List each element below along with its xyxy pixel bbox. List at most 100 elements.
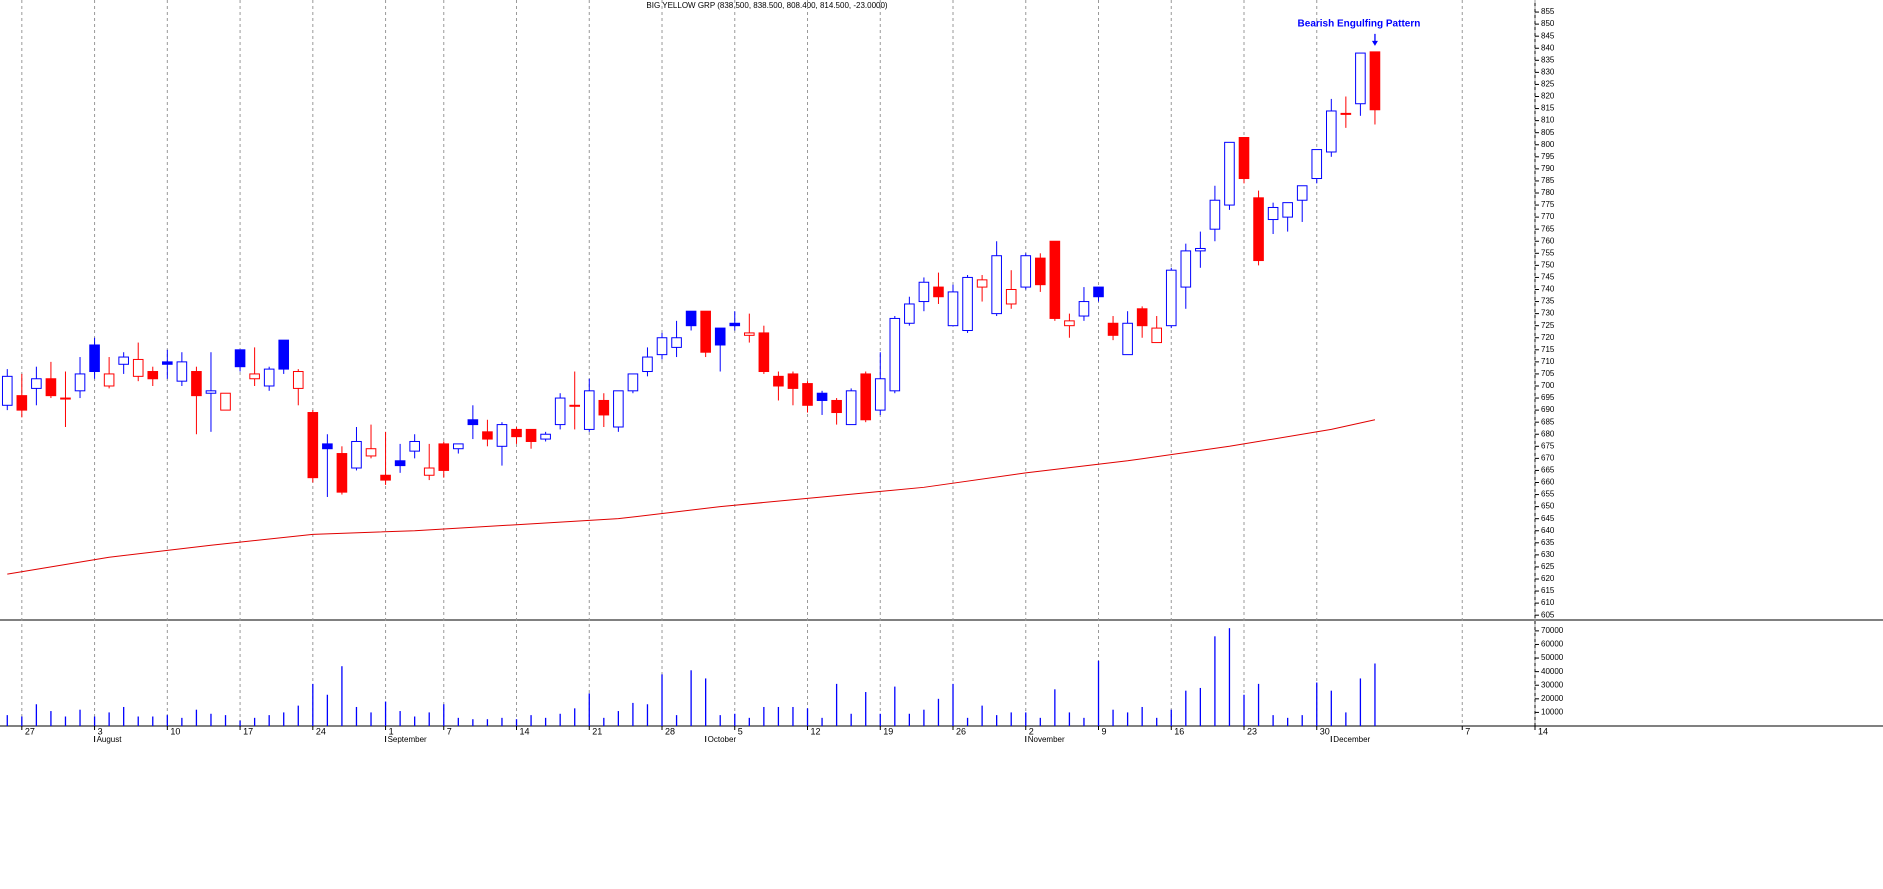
x-tick-label: 27 [25,726,35,736]
candle-body [1238,137,1250,180]
x-tick-label: 5 [738,726,743,736]
x-tick-label: 14 [1538,726,1548,736]
candle-body [904,303,915,324]
candle-body [467,419,479,426]
candle-body [307,412,319,479]
candle-body [234,349,246,368]
volume-tick-label: 70000 [1541,626,1564,635]
volume-tick-label: 20000 [1541,694,1564,703]
candle-body [1224,141,1235,206]
candle-body [118,356,129,365]
month-label: October [708,735,737,744]
x-tick-label: 7 [1465,726,1470,736]
candle-body [249,373,260,380]
y-tick-label: 645 [1541,514,1555,523]
candle-body [453,443,464,450]
y-tick-label: 605 [1541,610,1555,619]
annotation-arrowhead [1371,40,1378,46]
candle-body [220,392,231,411]
candle-body [845,390,857,426]
candle-body [336,453,348,493]
y-tick-label: 850 [1541,19,1555,28]
y-tick-label: 680 [1541,429,1555,438]
y-tick-label: 795 [1541,152,1555,161]
x-tick-label: 23 [1247,726,1257,736]
x-tick-label: 3 [98,726,103,736]
candle-body [962,276,973,332]
candle-body [511,428,522,438]
candle-body [322,443,333,450]
candle-body [540,433,551,440]
y-tick-label: 610 [1541,598,1555,607]
candle-body [656,337,668,356]
candle-body [1107,322,1119,336]
y-tick-label: 665 [1541,466,1555,475]
candle-body [1355,52,1366,105]
candle-body [1064,320,1075,327]
x-tick-label: 16 [1174,726,1184,736]
y-tick-label: 655 [1541,490,1555,499]
candle-body [1020,255,1032,288]
candle-body [976,279,988,288]
candle-body [671,337,682,348]
candle-body [278,339,290,370]
candle-body [583,390,595,430]
candle-body [1,375,13,406]
y-tick-label: 690 [1541,405,1555,414]
y-tick-label: 640 [1541,526,1555,535]
x-tick-label: 24 [316,726,326,736]
candle-body [1165,269,1177,327]
candle-body [438,443,450,471]
y-tick-label: 675 [1541,441,1555,450]
candle-body [744,332,755,336]
candle-body [714,327,726,346]
candle-body [1049,240,1061,319]
candle-body [380,474,391,481]
candle-body [816,392,828,401]
y-tick-label: 820 [1541,92,1555,101]
candle-body [409,440,420,452]
candle-body [1093,286,1104,298]
candle-body [1035,257,1046,286]
candle-body [60,397,71,400]
y-tick-label: 840 [1541,43,1555,52]
y-tick-label: 750 [1541,260,1555,269]
candle-body [205,390,217,394]
candle-body [525,428,537,442]
candle-body [991,255,1002,315]
candle-body [365,448,377,457]
y-tick-label: 810 [1541,116,1555,125]
y-tick-label: 745 [1541,273,1555,282]
month-label: August [97,735,123,744]
candle-body [351,440,362,469]
y-tick-label: 835 [1541,55,1555,64]
y-tick-label: 825 [1541,80,1555,89]
volume-tick-label: 60000 [1541,640,1564,649]
x-tick-label: 17 [243,726,253,736]
y-tick-label: 635 [1541,538,1555,547]
candle-body [16,395,28,411]
volume-tick-label: 40000 [1541,667,1564,676]
candle-body [423,467,435,476]
candle-body [918,281,930,303]
y-tick-label: 830 [1541,67,1555,76]
y-tick-label: 735 [1541,297,1555,306]
x-tick-label: 30 [1320,726,1330,736]
y-tick-label: 630 [1541,550,1555,559]
candle-body [889,317,901,392]
candle-body [191,371,202,397]
volume-tick-label: 30000 [1541,680,1564,689]
y-tick-label: 685 [1541,417,1555,426]
candle-body [103,373,115,387]
y-tick-label: 715 [1541,345,1555,354]
y-tick-label: 855 [1541,7,1555,16]
candle-body [627,373,639,392]
candle-body [947,291,959,327]
candle-body [773,375,784,387]
x-tick-label: 28 [665,726,675,736]
candle-body [1209,199,1221,230]
candle-body [758,332,770,373]
candle-body [176,361,188,382]
candle-body [394,460,406,467]
